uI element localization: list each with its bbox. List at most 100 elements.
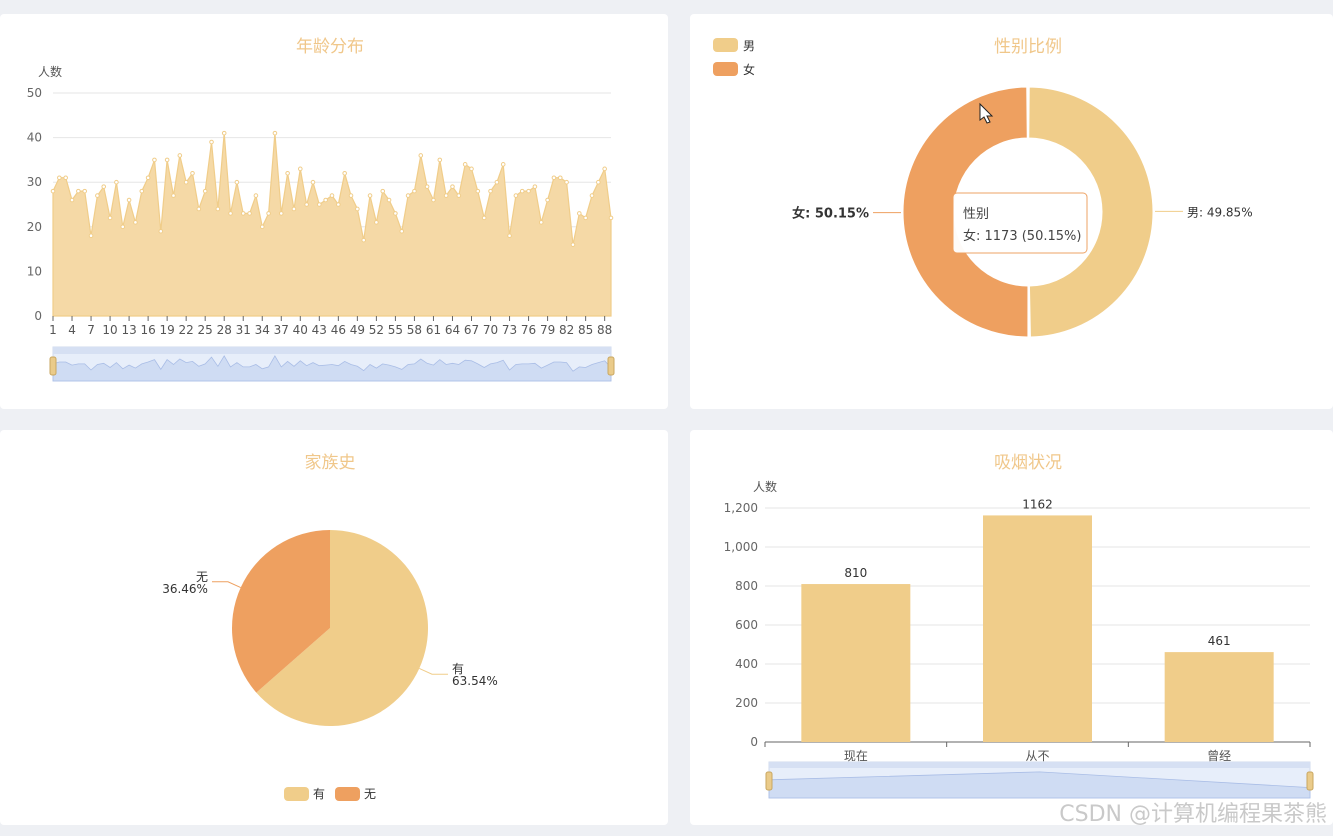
legend-swatch[interactable]	[713, 62, 738, 76]
smoking-status-panel: 吸烟状况 人数 0 200 400 600 800 1,000 1,200 810 现在 1162 从不…	[690, 430, 1333, 825]
y-tick-label: 0	[750, 735, 758, 749]
data-point	[323, 197, 328, 203]
bar-value-label: 461	[1208, 634, 1231, 648]
data-point	[393, 211, 398, 216]
datazoom-top-bar[interactable]	[53, 347, 611, 354]
donut-slice-0[interactable]	[1028, 86, 1154, 338]
x-tick-label: 43	[312, 323, 327, 337]
x-tick-label: 1	[49, 323, 57, 337]
pie-slice-1[interactable]	[232, 530, 330, 693]
chart-title: 年龄分布	[296, 37, 364, 57]
slice-label: 女: 50.15%	[792, 206, 869, 222]
datazoom-handle-right[interactable]	[607, 356, 615, 376]
data-point	[278, 211, 284, 216]
bar[interactable]	[1164, 652, 1274, 742]
family-history-panel: 家族史有 63.54% 无 36.46% 有无	[0, 430, 668, 825]
x-tick-label: 85	[578, 323, 593, 337]
data-point	[107, 215, 113, 221]
legend-label[interactable]: 男	[743, 39, 755, 53]
datazoom-top-bar[interactable]	[769, 762, 1310, 768]
data-point	[437, 157, 443, 163]
x-tick-label: 从不	[1025, 749, 1049, 763]
data-point	[139, 188, 145, 194]
pie-slice-0[interactable]	[256, 530, 428, 726]
y-tick-label: 200	[735, 696, 758, 710]
slice-label: 男: 49.85%	[1187, 205, 1253, 219]
data-point	[494, 179, 500, 185]
data-point	[519, 188, 525, 194]
legend-swatch[interactable]	[335, 787, 360, 801]
bar-value-label: 810	[844, 566, 867, 580]
x-tick-label: 曾经	[1207, 749, 1231, 763]
data-point	[475, 188, 481, 194]
y-tick-label: 400	[735, 657, 758, 671]
data-point	[164, 157, 170, 163]
legend-swatch[interactable]	[284, 787, 309, 801]
chart-title: 吸烟状况	[994, 453, 1062, 473]
data-point	[145, 175, 151, 181]
slice-label-percent: 36.46%	[162, 582, 208, 596]
data-point	[431, 197, 436, 203]
data-point	[253, 193, 259, 198]
data-point	[507, 233, 512, 239]
y-tick-label: 50	[27, 86, 42, 100]
area-series	[52, 133, 612, 317]
legend-label[interactable]: 女	[743, 62, 755, 77]
x-tick-label: 79	[540, 323, 555, 337]
data-point	[513, 193, 519, 198]
data-point	[247, 211, 252, 216]
chart-title: 家族史	[305, 453, 356, 473]
label-leader-line	[211, 581, 241, 589]
datazoom-handle-left[interactable]	[765, 771, 773, 791]
legend-swatch[interactable]	[713, 38, 738, 52]
data-point	[456, 193, 462, 198]
data-point	[304, 202, 309, 207]
x-tick-label: 40	[293, 323, 308, 337]
data-point	[361, 237, 367, 243]
data-point	[405, 193, 411, 198]
data-point	[538, 220, 544, 225]
data-point	[564, 179, 569, 185]
x-tick-label: 25	[198, 323, 213, 337]
data-point	[469, 166, 474, 172]
y-tick-label: 1,200	[724, 501, 758, 515]
data-point	[228, 211, 233, 216]
bar-value-label: 1162	[1022, 497, 1053, 511]
tooltip: 性别女: 1173 (50.15%)	[952, 192, 1088, 254]
data-point	[596, 179, 601, 185]
data-point	[285, 170, 290, 176]
data-point	[570, 242, 576, 247]
data-point	[488, 188, 493, 194]
data-point	[576, 211, 582, 216]
x-tick-label: 37	[274, 323, 289, 337]
legend-label[interactable]: 无	[364, 787, 376, 801]
x-tick-label: 19	[159, 323, 174, 337]
data-point	[355, 206, 360, 212]
data-point	[399, 228, 405, 234]
data-point	[272, 130, 278, 136]
bar[interactable]	[801, 584, 911, 742]
datazoom-handle-right[interactable]	[1306, 771, 1314, 791]
x-tick-label: 55	[388, 323, 403, 337]
x-tick-label: 61	[426, 323, 441, 337]
x-tick-label: 现在	[844, 749, 868, 763]
y-tick-label: 30	[27, 175, 42, 189]
data-point	[380, 188, 386, 194]
data-point	[526, 188, 531, 194]
y-tick-label: 20	[27, 220, 42, 234]
data-point	[158, 228, 164, 234]
x-tick-label: 10	[102, 323, 117, 337]
x-tick-label: 88	[597, 323, 612, 337]
data-point	[221, 130, 227, 136]
datazoom-handle-left[interactable]	[49, 356, 57, 376]
data-point	[95, 193, 100, 198]
data-point	[76, 188, 81, 194]
x-tick-label: 82	[559, 323, 574, 337]
tooltip-text: 女: 1173 (50.15%)	[963, 228, 1081, 244]
x-tick-label: 76	[521, 323, 536, 337]
legend-label[interactable]: 有	[313, 787, 325, 801]
bar[interactable]	[983, 515, 1092, 742]
data-point	[418, 153, 424, 158]
data-point	[88, 233, 94, 239]
